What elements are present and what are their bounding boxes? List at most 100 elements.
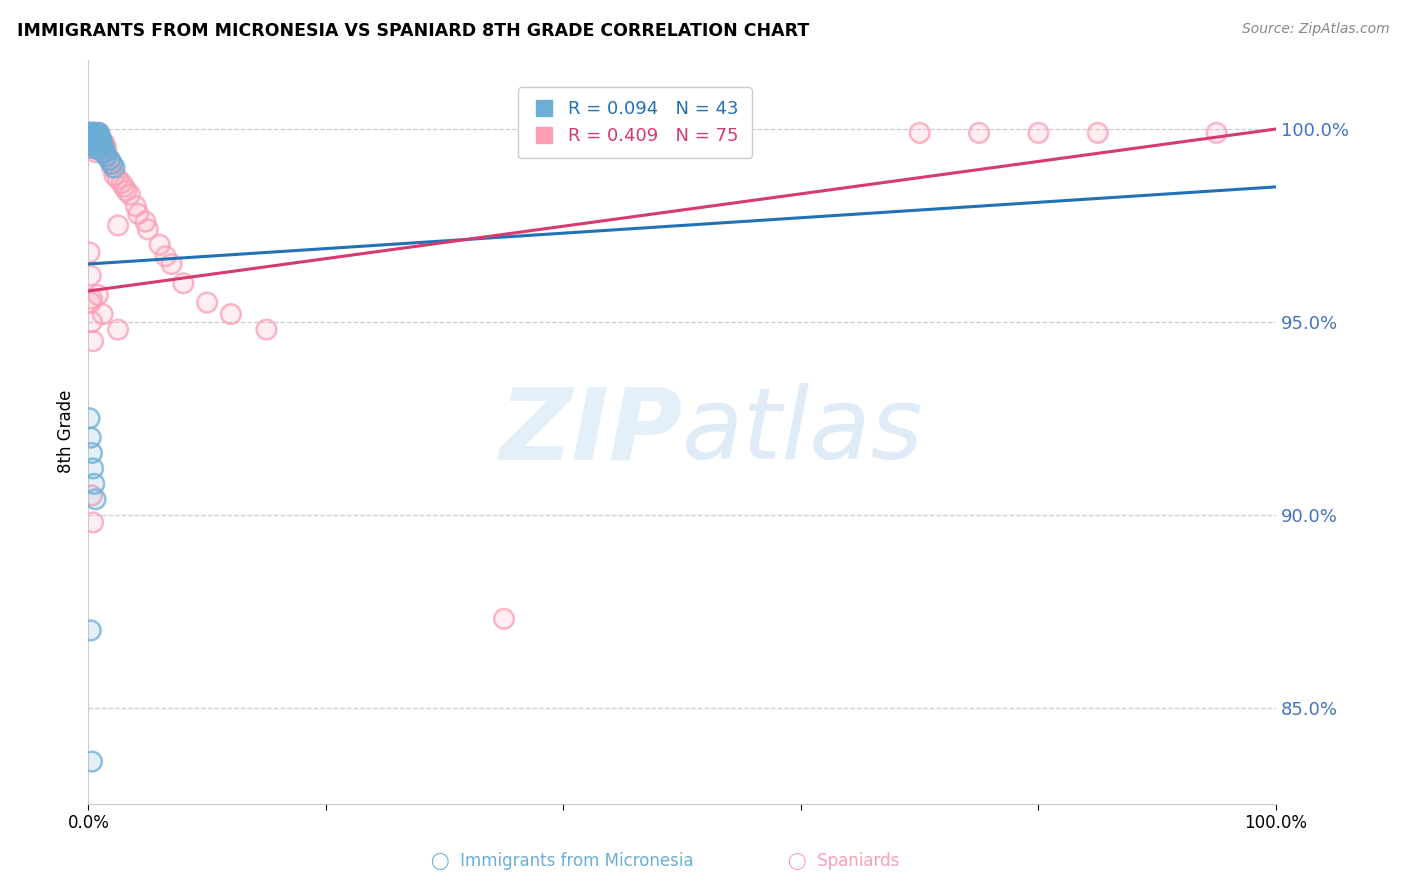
Point (82, 126, 104, 140)
Point (82, 461, 104, 475)
Point (111, 176, 134, 190)
Point (80, 134, 103, 148)
Point (127, 207, 149, 221)
Point (94, 137, 117, 152)
Point (80, 129, 103, 144)
Point (93, 141, 115, 155)
Point (80, 129, 103, 144)
Point (80, 126, 103, 140)
Point (80, 431, 103, 445)
Point (83, 141, 105, 155)
Point (134, 214, 156, 228)
Point (91, 307, 114, 321)
Point (87, 137, 110, 152)
Point (115, 184, 138, 198)
Point (86, 126, 108, 140)
Point (87, 129, 110, 144)
Text: atlas: atlas (682, 384, 924, 480)
Point (98, 153, 121, 167)
Point (118, 187, 141, 202)
Point (79, 126, 101, 140)
Text: ◯  Spaniards: ◯ Spaniards (787, 852, 900, 870)
Point (89, 137, 111, 152)
Point (86, 137, 108, 152)
Point (79, 134, 101, 148)
Point (160, 257, 183, 271)
Point (1028, 126, 1050, 140)
Point (101, 161, 124, 175)
Point (103, 161, 125, 175)
Point (79, 411, 101, 425)
Point (103, 161, 125, 175)
Y-axis label: 8th Grade: 8th Grade (58, 390, 75, 474)
Point (82, 134, 104, 148)
Point (82, 141, 104, 155)
Point (96, 149, 118, 163)
Point (80, 129, 103, 144)
Point (80, 129, 103, 144)
Point (79, 126, 101, 140)
Point (82, 141, 104, 155)
Point (79, 134, 101, 148)
Point (492, 612, 515, 626)
Point (89, 137, 111, 152)
Point (80, 268, 103, 283)
Point (83, 141, 105, 155)
Point (86, 129, 108, 144)
Point (86, 141, 108, 155)
Point (82, 129, 104, 144)
Point (107, 322, 129, 336)
Text: IMMIGRANTS FROM MICRONESIA VS SPANIARD 8TH GRADE CORRELATION CHART: IMMIGRANTS FROM MICRONESIA VS SPANIARD 8… (17, 22, 808, 40)
Point (86, 129, 108, 144)
Point (86, 137, 108, 152)
Point (80, 137, 103, 152)
Point (83, 141, 105, 155)
Point (87, 137, 110, 152)
Point (83, 126, 105, 140)
Point (118, 187, 141, 202)
Point (82, 134, 104, 148)
Point (87, 288, 110, 302)
Point (87, 126, 110, 140)
Point (107, 172, 129, 186)
Point (80, 315, 103, 329)
Point (96, 149, 118, 163)
Point (127, 207, 149, 221)
Point (82, 461, 104, 475)
Point (84, 126, 107, 140)
Point (82, 134, 104, 148)
Point (101, 157, 124, 171)
Point (80, 134, 103, 148)
Point (79, 126, 101, 140)
Point (1087, 126, 1109, 140)
Point (80, 137, 103, 152)
Point (79, 126, 101, 140)
Point (908, 126, 931, 140)
Point (80, 126, 103, 140)
Point (172, 277, 194, 291)
Point (80, 137, 103, 152)
Point (492, 612, 515, 626)
Point (90, 134, 112, 148)
Point (160, 257, 183, 271)
Point (83, 476, 105, 491)
Point (80, 624, 103, 638)
Point (80, 446, 103, 460)
Text: ◯  Immigrants from Micronesia: ◯ Immigrants from Micronesia (432, 852, 693, 870)
Point (1205, 126, 1227, 140)
Point (83, 129, 105, 144)
Point (87, 137, 110, 152)
Point (93, 137, 115, 152)
Point (90, 134, 112, 148)
Point (80, 295, 103, 310)
Point (87, 288, 110, 302)
Point (80, 129, 103, 144)
Point (80, 488, 103, 502)
Point (195, 295, 218, 310)
Point (86, 134, 108, 148)
Point (89, 129, 111, 144)
Point (87, 129, 110, 144)
Point (90, 141, 112, 155)
Point (89, 129, 111, 144)
Point (83, 126, 105, 140)
